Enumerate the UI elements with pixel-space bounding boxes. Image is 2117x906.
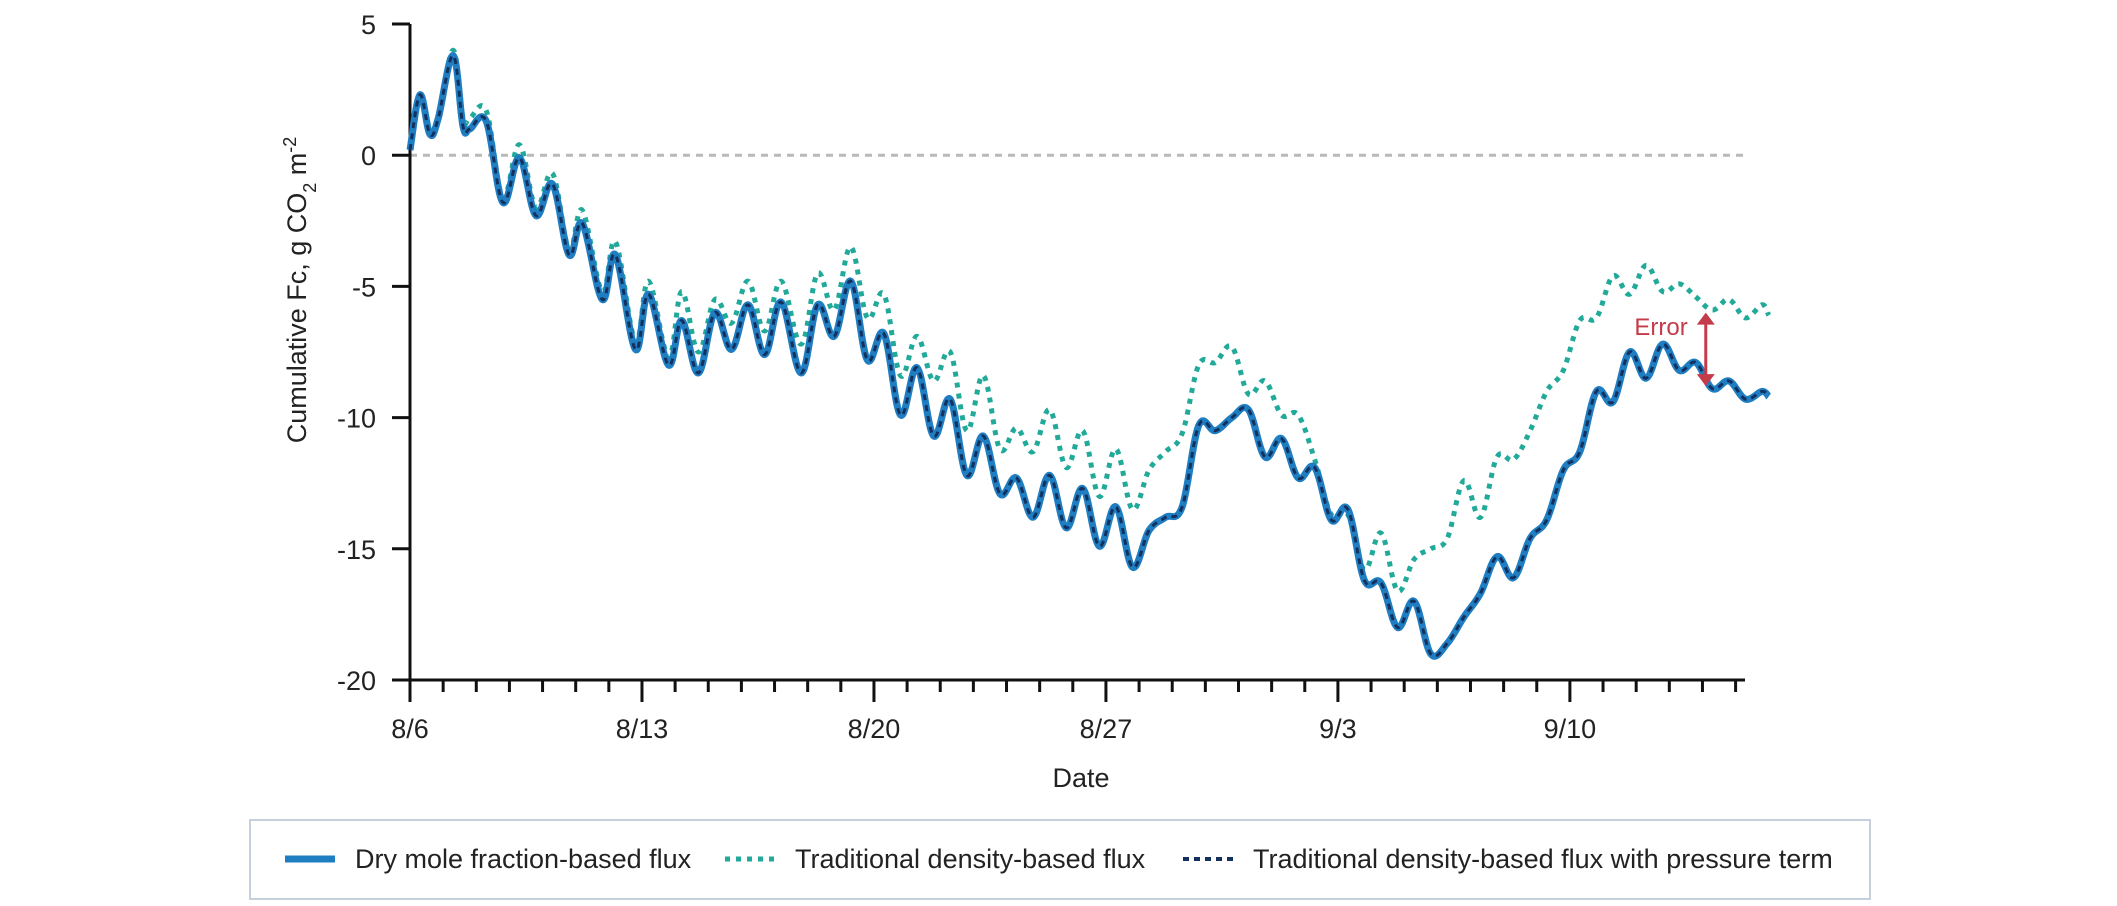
error-arrow-head-bottom <box>1696 374 1715 387</box>
legend-item-dry-mole-fraction-flux-label: Dry mole fraction-based flux <box>355 844 692 874</box>
y-tick-label: -5 <box>352 272 376 302</box>
x-tick-label: 9/10 <box>1544 714 1597 744</box>
x-tick-label: 9/3 <box>1319 714 1357 744</box>
legend-box <box>249 819 1871 900</box>
series-line-density-flux-with-pressure-term <box>408 53 1770 658</box>
y-axis-title-superscript: -2 <box>280 137 300 153</box>
y-axis-title: Cumulative Fc, g CO2 m-2 <box>280 137 320 444</box>
x-tick-label: 8/6 <box>391 714 429 744</box>
legend-item-density-flux-with-pressure-term-label: Traditional density-based flux with pres… <box>1253 844 1833 874</box>
legend: Dry mole fraction-based flux Traditional … <box>249 819 1871 900</box>
error-arrow-head-top <box>1696 312 1715 325</box>
x-axis-title: Date <box>1052 763 1109 793</box>
x-tick-label: 8/13 <box>616 714 669 744</box>
y-tick-label: 5 <box>361 10 376 40</box>
series-line-dry-mole-fraction-flux <box>406 51 1772 660</box>
y-axis-title-main: Cumulative Fc, g CO <box>282 193 312 444</box>
y-tick-label: -15 <box>337 535 376 565</box>
x-tick-label: 8/20 <box>848 714 901 744</box>
x-tick-label: 8/27 <box>1080 714 1133 744</box>
error-annotation-label: Error <box>1634 314 1687 341</box>
y-tick-label: 0 <box>361 141 376 171</box>
legend-item-traditional-density-flux-label: Traditional density-based flux <box>795 844 1146 874</box>
y-axis-title-unit: m <box>282 153 312 183</box>
y-tick-label: -20 <box>337 666 376 696</box>
y-tick-label: -10 <box>337 404 376 434</box>
y-axis-title-subscript: 2 <box>300 183 320 193</box>
plot-area: 5 0 -5 -10 -15 -20 8/6 8/13 8/20 8/27 9/3 9/10 Error <box>337 10 1772 744</box>
